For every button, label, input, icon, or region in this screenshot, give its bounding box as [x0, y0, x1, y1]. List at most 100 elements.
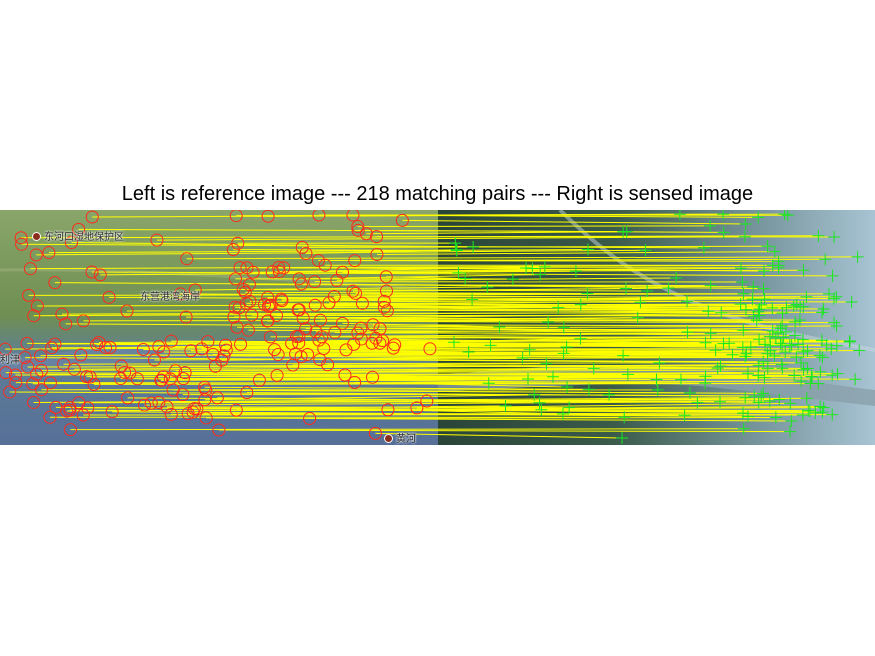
match-line	[158, 399, 780, 404]
reference-marker	[152, 396, 166, 410]
sensed-marker	[830, 319, 843, 332]
sensed-marker	[781, 210, 794, 222]
reference-marker	[346, 284, 360, 298]
sensed-marker	[779, 325, 792, 338]
reference-marker	[180, 252, 194, 266]
reference-marker	[381, 403, 395, 417]
sensed-marker	[752, 359, 765, 372]
sensed-marker	[459, 272, 472, 285]
reference-marker	[72, 222, 86, 236]
sensed-marker	[816, 351, 829, 364]
sensed-marker	[775, 358, 788, 371]
reference-marker	[348, 375, 362, 389]
reference-marker	[309, 325, 323, 339]
sensed-marker	[757, 387, 770, 400]
reference-marker	[423, 342, 437, 356]
sensed-marker	[574, 332, 587, 345]
reference-marker	[395, 213, 409, 227]
reference-marker	[121, 391, 135, 405]
reference-marker	[420, 394, 434, 408]
sensed-marker	[670, 271, 683, 284]
match-line	[246, 392, 755, 397]
sensed-marker	[736, 341, 749, 354]
reference-marker	[27, 309, 41, 323]
sensed-marker	[737, 422, 750, 435]
reference-marker	[23, 262, 37, 276]
match-line	[183, 375, 706, 380]
sensed-marker	[783, 425, 796, 438]
reference-marker	[179, 310, 193, 324]
match-line	[173, 389, 690, 394]
reference-marker	[147, 353, 161, 367]
sensed-marker	[826, 269, 839, 282]
match-line	[221, 355, 624, 361]
match-line	[156, 236, 745, 241]
sensed-marker	[452, 266, 465, 279]
sensed-marker	[800, 392, 813, 405]
sensed-marker	[785, 415, 798, 428]
sensed-marker	[747, 310, 760, 323]
reference-marker	[99, 340, 113, 354]
sensed-marker	[546, 370, 559, 383]
reference-marker	[261, 299, 275, 313]
reference-marker	[184, 344, 198, 358]
reference-marker	[272, 261, 286, 275]
match-line	[318, 339, 454, 343]
reference-image	[0, 210, 438, 445]
match-line	[329, 302, 581, 306]
sensed-marker	[812, 229, 825, 242]
sensed-marker	[761, 240, 774, 253]
reference-marker	[0, 342, 12, 356]
reference-marker	[229, 272, 243, 286]
reference-marker	[160, 400, 174, 414]
sensed-marker	[736, 407, 749, 420]
reference-marker	[294, 277, 308, 291]
reference-marker	[103, 340, 117, 354]
reference-marker	[26, 377, 40, 391]
reference-marker	[137, 398, 151, 412]
reference-marker	[308, 275, 322, 289]
sensed-marker	[738, 230, 751, 243]
match-line	[27, 365, 721, 368]
reference-marker	[60, 404, 74, 418]
sensed-marker	[678, 409, 691, 422]
sensed-marker	[739, 350, 752, 363]
sensed-marker	[534, 268, 547, 281]
reference-marker	[45, 341, 59, 355]
sensed-marker	[552, 301, 565, 314]
sensed-marker	[717, 226, 730, 239]
reference-marker	[30, 299, 44, 313]
sensed-marker	[739, 303, 752, 316]
sensed-marker	[499, 399, 512, 412]
reference-marker	[80, 370, 94, 384]
reference-marker	[321, 358, 335, 372]
reference-marker	[368, 426, 382, 440]
sensed-marker	[849, 373, 862, 386]
sensed-marker	[788, 329, 801, 342]
reference-marker	[187, 402, 201, 416]
reference-marker	[349, 286, 363, 300]
sensed-marker	[783, 339, 796, 352]
sensed-marker	[787, 299, 800, 312]
match-line	[33, 397, 746, 403]
reference-marker	[87, 377, 101, 391]
sensed-marker	[713, 395, 726, 408]
reference-marker	[64, 236, 78, 250]
sensed-marker	[569, 265, 582, 278]
reference-marker	[173, 287, 187, 301]
sensed-marker	[831, 367, 844, 380]
sensed-marker	[741, 367, 754, 380]
sensed-marker	[697, 241, 710, 254]
reference-marker	[313, 313, 327, 327]
match-line	[384, 304, 762, 308]
reference-marker	[42, 246, 56, 260]
reference-markers	[0, 210, 437, 440]
reference-marker	[210, 391, 224, 405]
reference-marker	[102, 290, 116, 304]
sensed-marker	[447, 336, 460, 349]
match-line	[315, 331, 795, 336]
sensed-marker	[793, 314, 806, 327]
match-line	[416, 402, 791, 409]
sensed-marker	[814, 400, 827, 413]
reference-marker	[63, 401, 77, 415]
